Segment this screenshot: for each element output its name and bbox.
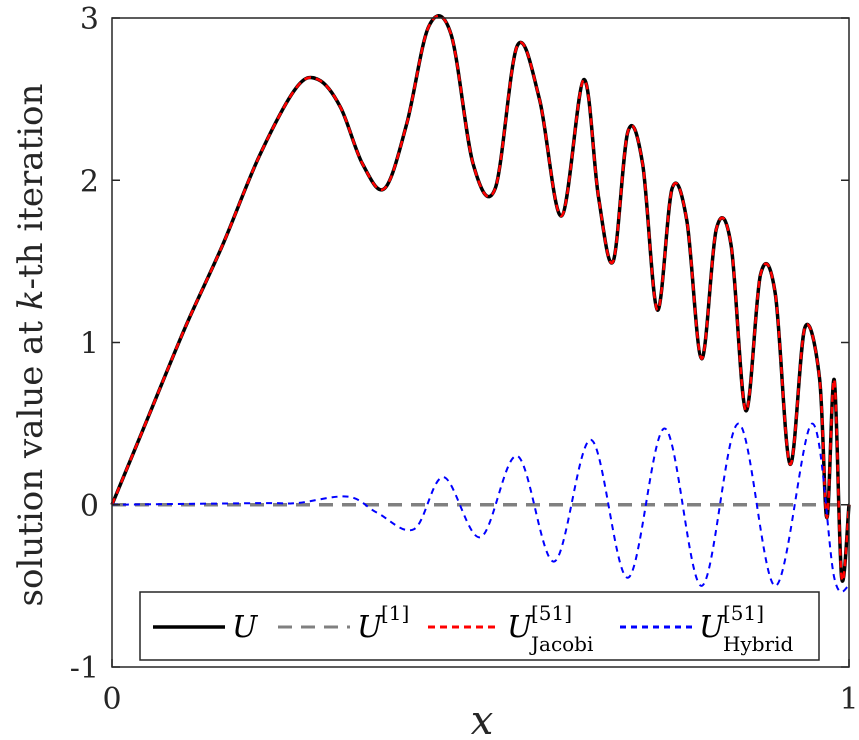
y-tick-label: 1	[80, 327, 99, 362]
series-line-hybrid	[111, 422, 850, 593]
legend-label: U	[699, 610, 726, 645]
legend-label-sup: [51]	[531, 601, 572, 625]
legend-label-sub: Jacobi	[529, 632, 593, 656]
series-line-u	[110, 14, 851, 583]
legend: U U[1] U[51]Jacobi U[51]Hybrid	[139, 591, 820, 661]
y-axis-title: solution value at k-th iteration	[11, 84, 51, 607]
legend-label: U	[507, 610, 534, 645]
x-tick-label: 1	[839, 682, 858, 717]
y-tick-label: 2	[80, 164, 99, 199]
plot-area	[110, 14, 851, 593]
legend-item: U	[153, 610, 259, 645]
y-axis-title-var: k	[11, 290, 51, 311]
x-axis-title: x	[471, 698, 494, 740]
y-axis-title-prefix: solution value at	[11, 310, 51, 606]
legend-item: U[51] Hybrid	[620, 601, 794, 656]
series-line-jacobi	[110, 14, 851, 583]
y-tick-label: 3	[80, 2, 99, 37]
y-axis-title-suffix: -th iteration	[11, 84, 51, 290]
legend-label-sub: Hybrid	[723, 632, 794, 656]
y-tick-label: -1	[70, 651, 99, 686]
axes	[111, 17, 850, 668]
y-tick-label: 0	[80, 489, 99, 524]
x-tick-label: 0	[102, 682, 121, 717]
legend-label: U	[357, 610, 384, 645]
legend-item: U[51] Jacobi	[428, 601, 593, 656]
legend-item: U[1]	[278, 601, 409, 645]
legend-label: U	[232, 610, 259, 645]
legend-label-sup: [51]	[723, 601, 764, 625]
legend-label-sup: [1]	[381, 601, 409, 625]
